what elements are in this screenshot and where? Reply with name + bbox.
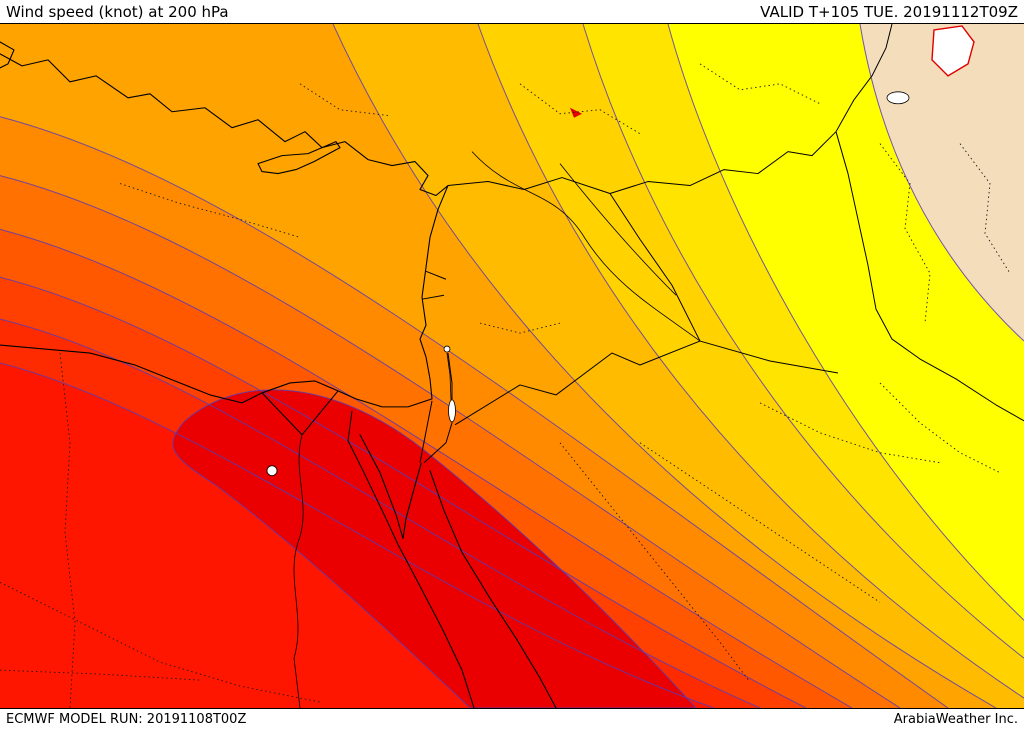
- contour-line: [332, 24, 997, 708]
- lebanon-border: [421, 270, 447, 300]
- valid-time-label: VALID T+105 TUE. 20191112T09Z: [760, 2, 1018, 21]
- map-header: Wind speed (knot) at 200 hPa VALID T+105…: [0, 0, 1024, 23]
- lake-van: [886, 91, 910, 105]
- contour-line: [0, 175, 901, 708]
- contour-line: [582, 24, 1024, 659]
- admin-line: [879, 382, 1001, 474]
- aegean-islands: [0, 41, 15, 69]
- rivers: [293, 151, 701, 708]
- admin-line: [0, 581, 321, 703]
- gulf-of-suez-west-shore: [347, 440, 475, 708]
- caucasus-lake: [931, 25, 975, 77]
- israel-jordan-border: [423, 352, 453, 464]
- red-sea-arabian-coast: [429, 470, 557, 708]
- map-footer: ECMWF MODEL RUN: 20191108T00Z ArabiaWeat…: [0, 708, 1024, 729]
- iran-western-border: [835, 131, 1024, 422]
- contour-line: [0, 276, 807, 708]
- admin-line: [479, 322, 561, 334]
- admin-line: [879, 143, 931, 324]
- lake-qarun: [266, 465, 278, 477]
- admin-line: [119, 183, 301, 238]
- gulf-of-aqaba-shore: [402, 463, 422, 540]
- cyprus-island: [257, 141, 341, 175]
- dead-sea: [448, 399, 456, 423]
- egypt-israel-border: [419, 400, 433, 463]
- admin-line: [299, 83, 391, 117]
- contour-line: [477, 24, 1024, 699]
- weather-map: [0, 24, 1024, 708]
- wind-band: [172, 389, 696, 708]
- country-borders: [347, 24, 1024, 464]
- contour-lines: [0, 24, 1024, 708]
- map-area: [0, 23, 1024, 708]
- admin-line: [519, 83, 641, 135]
- gulf-of-suez-east-shore: [359, 434, 404, 540]
- mediterranean-coastline: [0, 53, 449, 408]
- sea-of-galilee: [443, 345, 451, 353]
- euphrates-river: [471, 151, 701, 342]
- brand-label: ArabiaWeather Inc.: [893, 711, 1018, 727]
- admin-line: [639, 442, 881, 603]
- lakes: [266, 25, 975, 477]
- contour-line: [667, 24, 1024, 621]
- syria-iraq-border: [609, 193, 701, 342]
- contour-line: [0, 318, 761, 708]
- turkey-southern-border: [447, 24, 893, 195]
- admin-line: [59, 352, 76, 708]
- admin-boundaries: [0, 63, 1011, 708]
- nile-river: [293, 434, 304, 708]
- model-run-label: ECMWF MODEL RUN: 20191108T00Z: [6, 711, 247, 727]
- contour-line: [859, 24, 1024, 342]
- contour-line: [0, 362, 715, 708]
- jordan-saudi-border: [454, 352, 641, 426]
- jordan-river: [446, 352, 452, 400]
- admin-line: [0, 669, 201, 681]
- contour-line: [0, 228, 853, 708]
- iraq-saudi-border: [639, 340, 839, 374]
- page-title: Wind speed (knot) at 200 hPa: [6, 2, 229, 21]
- suez-canal: [347, 410, 353, 441]
- tigris-river: [559, 163, 677, 296]
- lake-assad: [570, 107, 582, 118]
- contour-line: [0, 116, 949, 708]
- wind-speed-bands: [0, 24, 1024, 708]
- contour-line: [172, 389, 697, 708]
- admin-line: [699, 63, 821, 105]
